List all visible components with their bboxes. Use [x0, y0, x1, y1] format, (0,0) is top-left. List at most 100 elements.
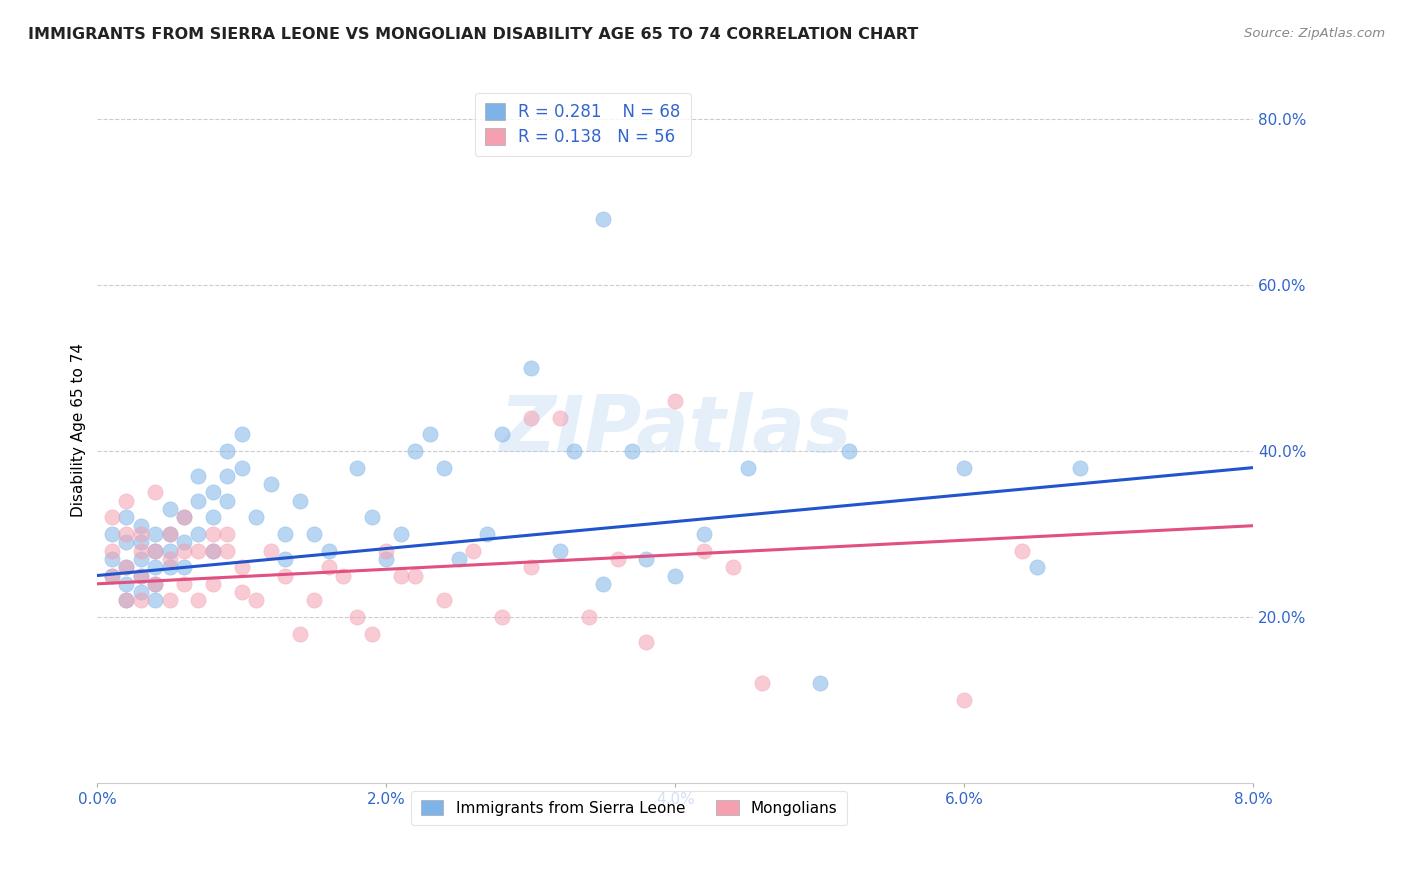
Point [143, 576, 166, 591]
Point [606, 552, 628, 566]
Point [217, 493, 239, 508]
Point [201, 510, 224, 524]
Point [477, 527, 499, 541]
Point [173, 510, 195, 524]
Point [260, 477, 283, 491]
Point [115, 560, 138, 574]
Point [1025, 560, 1047, 574]
Point [332, 568, 354, 582]
Point [375, 543, 398, 558]
Point [389, 527, 412, 541]
Point [187, 543, 209, 558]
Point [433, 593, 456, 607]
Point [201, 543, 224, 558]
Point [664, 394, 686, 409]
Point [143, 560, 166, 574]
Point [838, 444, 860, 458]
Point [737, 460, 759, 475]
Point [187, 527, 209, 541]
Point [101, 510, 124, 524]
Point [143, 485, 166, 500]
Point [159, 527, 181, 541]
Point [129, 585, 152, 599]
Point [318, 543, 340, 558]
Point [187, 593, 209, 607]
Point [115, 535, 138, 549]
Point [447, 552, 470, 566]
Point [129, 527, 152, 541]
Point [159, 527, 181, 541]
Point [520, 361, 543, 376]
Point [389, 568, 412, 582]
Point [129, 543, 152, 558]
Point [173, 543, 195, 558]
Point [578, 610, 600, 624]
Point [636, 635, 658, 649]
Point [693, 527, 716, 541]
Point [346, 460, 368, 475]
Point [548, 410, 571, 425]
Point [101, 568, 124, 582]
Point [231, 427, 253, 442]
Point [592, 211, 614, 226]
Point [231, 585, 253, 599]
Point [245, 593, 267, 607]
Point [274, 552, 297, 566]
Point [548, 543, 571, 558]
Point [751, 676, 773, 690]
Point [1011, 543, 1033, 558]
Point [375, 552, 398, 566]
Point [159, 502, 181, 516]
Point [620, 444, 643, 458]
Point [201, 485, 224, 500]
Point [129, 518, 152, 533]
Point [520, 410, 543, 425]
Point [491, 427, 513, 442]
Point [159, 560, 181, 574]
Text: IMMIGRANTS FROM SIERRA LEONE VS MONGOLIAN DISABILITY AGE 65 TO 74 CORRELATION CH: IMMIGRANTS FROM SIERRA LEONE VS MONGOLIA… [28, 27, 918, 42]
Point [115, 576, 138, 591]
Point [173, 560, 195, 574]
Point [288, 493, 311, 508]
Point [592, 576, 614, 591]
Point [159, 593, 181, 607]
Text: ZIPatlas: ZIPatlas [499, 392, 852, 468]
Point [360, 510, 382, 524]
Point [115, 593, 138, 607]
Point [217, 469, 239, 483]
Point [231, 560, 253, 574]
Point [187, 469, 209, 483]
Point [129, 568, 152, 582]
Point [217, 527, 239, 541]
Point [260, 543, 283, 558]
Point [115, 527, 138, 541]
Point [101, 552, 124, 566]
Point [346, 610, 368, 624]
Point [636, 552, 658, 566]
Point [129, 593, 152, 607]
Point [302, 527, 325, 541]
Point [115, 560, 138, 574]
Point [274, 527, 297, 541]
Point [461, 543, 484, 558]
Point [129, 535, 152, 549]
Legend: Immigrants from Sierra Leone, Mongolians: Immigrants from Sierra Leone, Mongolians [412, 791, 846, 825]
Point [129, 568, 152, 582]
Point [159, 552, 181, 566]
Point [274, 568, 297, 582]
Point [129, 552, 152, 566]
Point [143, 543, 166, 558]
Point [360, 626, 382, 640]
Point [101, 543, 124, 558]
Point [115, 593, 138, 607]
Point [302, 593, 325, 607]
Text: Source: ZipAtlas.com: Source: ZipAtlas.com [1244, 27, 1385, 40]
Point [404, 444, 426, 458]
Point [143, 593, 166, 607]
Point [115, 510, 138, 524]
Point [143, 527, 166, 541]
Point [288, 626, 311, 640]
Point [664, 568, 686, 582]
Point [159, 543, 181, 558]
Point [1069, 460, 1091, 475]
